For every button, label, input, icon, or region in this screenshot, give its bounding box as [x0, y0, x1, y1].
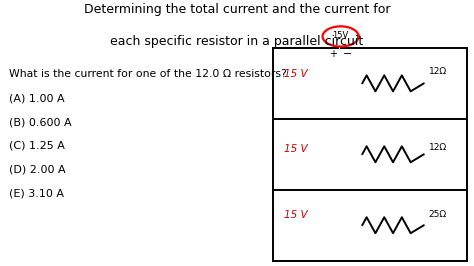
- Text: −: −: [343, 49, 352, 59]
- Text: 15 V: 15 V: [284, 69, 308, 79]
- Text: (E) 3.10 A: (E) 3.10 A: [9, 189, 64, 199]
- Text: +: +: [329, 49, 337, 59]
- Text: (D) 2.00 A: (D) 2.00 A: [9, 165, 66, 175]
- Text: 15 V: 15 V: [284, 144, 308, 154]
- Text: 15 V: 15 V: [284, 210, 308, 219]
- Text: (C) 1.25 A: (C) 1.25 A: [9, 141, 65, 151]
- Text: Determining the total current and the current for: Determining the total current and the cu…: [84, 3, 390, 16]
- Text: 25Ω: 25Ω: [428, 210, 447, 219]
- Text: (A) 1.00 A: (A) 1.00 A: [9, 93, 65, 103]
- Text: What is the current for one of the 12.0 Ω resistors?: What is the current for one of the 12.0 …: [9, 69, 287, 79]
- Text: (B) 0.600 A: (B) 0.600 A: [9, 117, 72, 127]
- Text: 12Ω: 12Ω: [428, 143, 447, 152]
- Text: 15V: 15V: [332, 31, 349, 40]
- Text: 12Ω: 12Ω: [428, 67, 447, 76]
- Text: each specific resistor in a parallel circuit: each specific resistor in a parallel cir…: [110, 35, 364, 48]
